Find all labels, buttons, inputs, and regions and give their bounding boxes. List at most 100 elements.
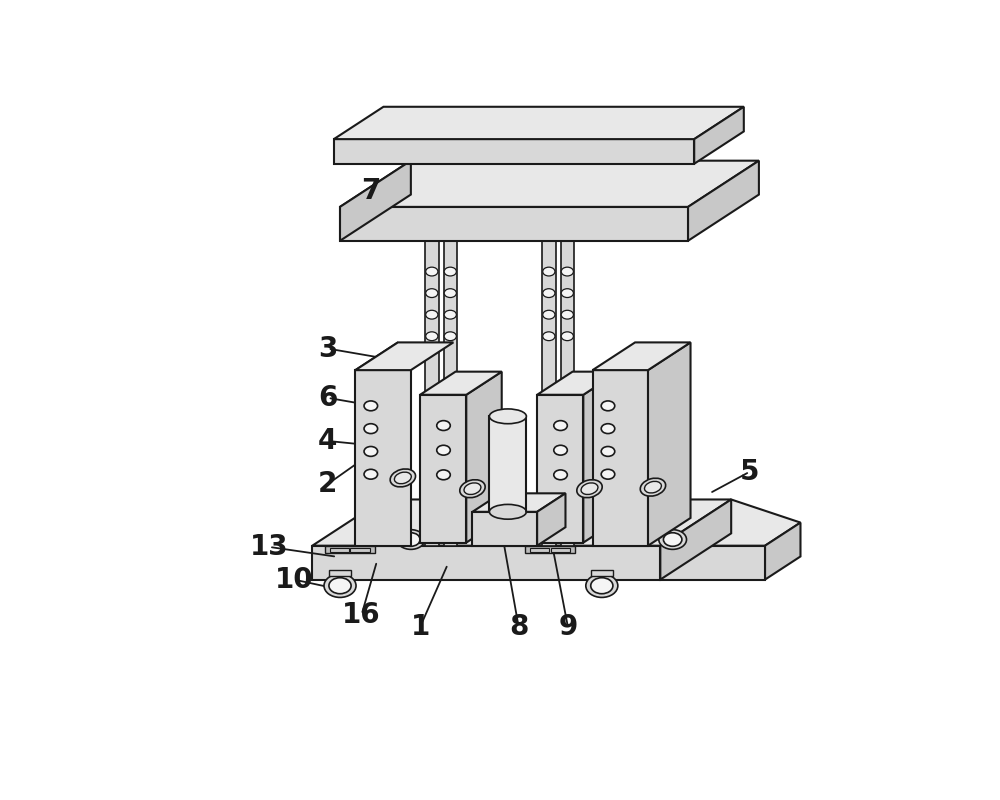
Text: 3: 3 [318, 334, 337, 362]
Ellipse shape [586, 574, 618, 598]
Polygon shape [340, 161, 411, 241]
Ellipse shape [581, 483, 598, 494]
Ellipse shape [437, 470, 450, 480]
Polygon shape [466, 372, 502, 542]
Ellipse shape [437, 446, 450, 455]
Ellipse shape [464, 483, 481, 494]
Ellipse shape [426, 289, 438, 298]
Polygon shape [525, 546, 575, 553]
Ellipse shape [543, 289, 555, 298]
Ellipse shape [394, 472, 411, 484]
Ellipse shape [543, 310, 555, 319]
Ellipse shape [561, 310, 573, 319]
Polygon shape [660, 499, 731, 579]
Polygon shape [537, 394, 583, 542]
Polygon shape [694, 106, 744, 164]
Polygon shape [329, 570, 351, 577]
Text: 10: 10 [275, 566, 313, 594]
Text: 8: 8 [509, 613, 528, 641]
Polygon shape [688, 161, 759, 241]
Ellipse shape [601, 470, 615, 479]
Polygon shape [561, 241, 574, 546]
Polygon shape [648, 342, 691, 546]
Ellipse shape [591, 578, 613, 594]
Ellipse shape [437, 421, 450, 430]
Ellipse shape [390, 469, 416, 487]
Polygon shape [472, 494, 565, 512]
Ellipse shape [402, 533, 420, 546]
Polygon shape [420, 372, 502, 394]
Text: 6: 6 [318, 384, 337, 412]
Ellipse shape [640, 478, 666, 496]
Polygon shape [355, 370, 411, 546]
Ellipse shape [644, 482, 661, 493]
Text: 13: 13 [250, 533, 288, 561]
Ellipse shape [364, 424, 378, 434]
Ellipse shape [489, 505, 526, 519]
Polygon shape [530, 548, 549, 552]
Ellipse shape [364, 470, 378, 479]
Text: 2: 2 [318, 470, 337, 498]
Ellipse shape [554, 421, 567, 430]
Polygon shape [489, 416, 526, 512]
Polygon shape [325, 546, 375, 553]
Polygon shape [420, 394, 466, 542]
Polygon shape [330, 548, 349, 552]
Ellipse shape [554, 446, 567, 455]
Ellipse shape [561, 332, 573, 341]
Ellipse shape [444, 289, 456, 298]
Polygon shape [591, 570, 613, 577]
Ellipse shape [329, 578, 351, 594]
Ellipse shape [554, 470, 567, 480]
Polygon shape [537, 372, 619, 394]
Ellipse shape [663, 533, 682, 546]
Ellipse shape [426, 267, 438, 276]
Polygon shape [350, 548, 370, 552]
Polygon shape [583, 372, 619, 542]
Polygon shape [340, 207, 688, 241]
Polygon shape [425, 241, 439, 546]
Ellipse shape [444, 332, 456, 341]
Text: 4: 4 [318, 427, 337, 455]
Ellipse shape [364, 401, 378, 410]
Ellipse shape [324, 574, 356, 598]
Polygon shape [551, 548, 570, 552]
Polygon shape [472, 512, 537, 546]
Ellipse shape [460, 480, 485, 498]
Ellipse shape [364, 446, 378, 456]
Ellipse shape [577, 480, 602, 498]
Polygon shape [312, 499, 731, 546]
Text: 1: 1 [410, 613, 430, 641]
Text: 16: 16 [342, 601, 381, 629]
Polygon shape [334, 106, 744, 139]
Ellipse shape [561, 267, 573, 276]
Polygon shape [312, 546, 660, 579]
Ellipse shape [489, 409, 526, 424]
Ellipse shape [543, 267, 555, 276]
Ellipse shape [444, 310, 456, 319]
Ellipse shape [659, 530, 687, 550]
Polygon shape [660, 499, 800, 546]
Polygon shape [542, 241, 556, 546]
Ellipse shape [444, 267, 456, 276]
Polygon shape [355, 342, 398, 546]
Polygon shape [355, 342, 453, 370]
Polygon shape [340, 161, 759, 207]
Ellipse shape [543, 332, 555, 341]
Ellipse shape [426, 332, 438, 341]
Ellipse shape [397, 530, 425, 550]
Polygon shape [537, 494, 565, 546]
Ellipse shape [561, 289, 573, 298]
Text: 7: 7 [361, 178, 381, 206]
Polygon shape [334, 139, 694, 164]
Polygon shape [444, 241, 457, 546]
Polygon shape [593, 342, 691, 370]
Polygon shape [593, 370, 648, 546]
Ellipse shape [426, 310, 438, 319]
Text: 9: 9 [558, 613, 578, 641]
Polygon shape [765, 522, 800, 579]
Text: 5: 5 [740, 458, 759, 486]
Ellipse shape [601, 446, 615, 456]
Ellipse shape [601, 401, 615, 410]
Ellipse shape [601, 424, 615, 434]
